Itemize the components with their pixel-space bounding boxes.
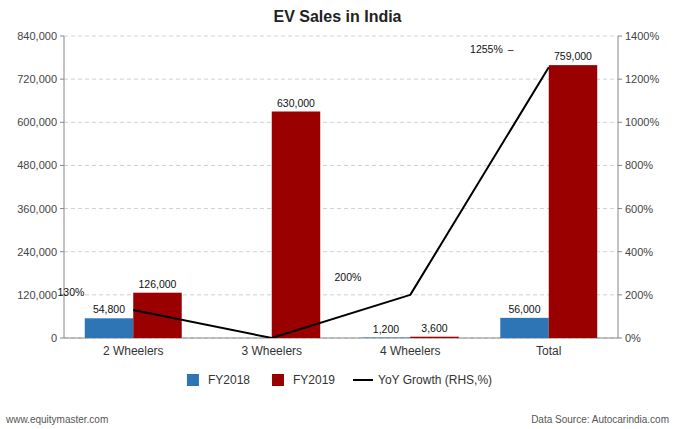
data-label: 630,000 (277, 97, 315, 109)
bar (549, 65, 597, 338)
line-label: 130% (57, 286, 84, 298)
y2-tick-label: 400% (625, 246, 653, 258)
bar (362, 337, 410, 338)
line-label: 1255% (470, 43, 503, 55)
grid (64, 36, 618, 338)
y2-axis-line (618, 36, 619, 338)
y2-tick-label: 0% (625, 332, 641, 344)
y2-tick (618, 338, 622, 339)
y2-tick (618, 251, 622, 252)
y2-tick-label: 600% (625, 203, 653, 215)
data-labels: 54,800 1,200 56,000 126,000 630,000 3,600 759,… (57, 43, 592, 334)
y2-tick (618, 208, 622, 209)
y2-tick (618, 165, 622, 166)
y-tick (60, 208, 64, 209)
grid-line (64, 79, 618, 80)
legend-swatch (272, 374, 284, 386)
y-tick (60, 36, 64, 37)
y-tick (60, 251, 64, 252)
y-tick-label: 480,000 (17, 159, 57, 171)
legend-swatch (353, 379, 373, 381)
bar (85, 318, 133, 338)
grid-line (64, 36, 618, 37)
grid-line (64, 165, 618, 166)
x-tick-label: 4 Wheelers (380, 344, 441, 358)
y2-tick-label: 1000% (625, 116, 659, 128)
legend: FY2018 FY2019 YoY Growth (RHS,%) (187, 373, 492, 387)
y2-tick-label: 1400% (625, 30, 659, 42)
data-label: 56,000 (508, 303, 540, 315)
chart: EV Sales in India 0 120,000 240,000 360,000 4… (0, 0, 675, 429)
y-tick-label: 600,000 (17, 116, 57, 128)
legend-label: FY2019 (293, 373, 335, 387)
y2-tick-label: 200% (625, 289, 653, 301)
bar (410, 337, 458, 338)
y-tick (60, 165, 64, 166)
y-tick-label: 0 (51, 332, 57, 344)
bar (500, 318, 548, 338)
legend-item: YoY Growth (RHS,%) (353, 373, 492, 387)
chart-title: EV Sales in India (273, 8, 401, 25)
line-label: 200% (334, 271, 361, 283)
legend-label: FY2018 (208, 373, 250, 387)
x-tick-label: 3 Wheelers (241, 344, 302, 358)
y-tick (60, 122, 64, 123)
data-label: 3,600 (421, 322, 447, 334)
legend-label: YoY Growth (RHS,%) (378, 373, 492, 387)
legend-swatch (187, 374, 199, 386)
line (133, 67, 549, 338)
y2-tick-label: 800% (625, 159, 653, 171)
y2-tick (618, 122, 622, 123)
y-tick (60, 79, 64, 80)
y-tick-label: 360,000 (17, 203, 57, 215)
grid-line (64, 208, 618, 209)
x-tick-label: 2 Wheelers (103, 344, 164, 358)
legend-item: FY2018 (187, 373, 250, 387)
y2-tick (618, 79, 622, 80)
footer-left: www.equitymaster.com (5, 414, 108, 425)
grid-line (64, 251, 618, 252)
bar (272, 112, 320, 339)
y2-tick (618, 294, 622, 295)
y-tick-label: 120,000 (17, 289, 57, 301)
grid-line (64, 122, 618, 123)
y-tick (60, 338, 64, 339)
data-label: 54,800 (93, 303, 125, 315)
bar (223, 338, 271, 339)
footer-right: Data Source: Autocarindia.com (531, 414, 669, 425)
y-tick-label: 240,000 (17, 246, 57, 258)
y2-tick (618, 36, 622, 37)
axes: 0 120,000 240,000 360,000 480,000 600,000 720,… (17, 30, 659, 358)
y-tick-label: 720,000 (17, 73, 57, 85)
x-tick-label: Total (536, 344, 561, 358)
marks (85, 65, 597, 338)
legend-item: FY2019 (272, 373, 335, 387)
y-tick-label: 840,000 (17, 30, 57, 42)
data-label: 1,200 (373, 323, 399, 335)
data-label: 126,000 (139, 278, 177, 290)
y2-tick-label: 1200% (625, 73, 659, 85)
data-label: 759,000 (554, 50, 592, 62)
annotation: – (508, 43, 514, 55)
